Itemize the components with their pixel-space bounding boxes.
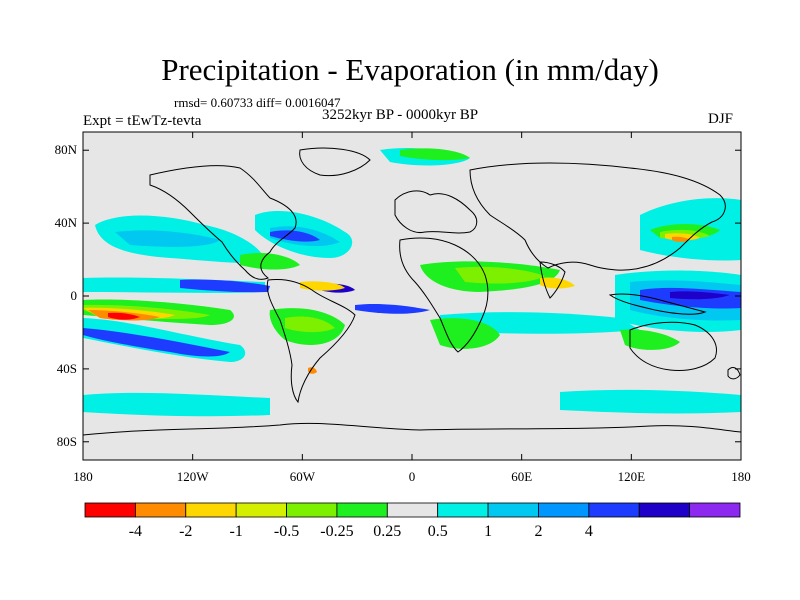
- colorbar-swatch: [487, 502, 539, 518]
- colorbar-swatch: [336, 502, 388, 518]
- colorbar-label: -2: [179, 523, 192, 540]
- x-tick-label: 180: [73, 469, 93, 484]
- experiment-label: Expt = tEwTz-tevta: [83, 113, 202, 129]
- colorbar-swatch: [538, 502, 590, 518]
- y-tick-label: 40N: [55, 215, 78, 230]
- season-label: DJF: [708, 111, 734, 127]
- field-africa-south-dry: [430, 318, 500, 349]
- colorbar-label: 0.25: [373, 523, 401, 540]
- period-subtitle: 3252kyr BP - 0000kyr BP: [322, 107, 479, 123]
- field-australia-dry: [620, 329, 680, 350]
- colorbar-swatch: [235, 502, 287, 518]
- colorbar-swatch: [386, 502, 439, 518]
- x-tick-label: 120W: [177, 469, 210, 484]
- field-southern-ocean-right: [560, 389, 741, 414]
- colorbar-label: -4: [129, 523, 142, 540]
- europe-coast: [394, 190, 478, 234]
- colorbar-swatch: [689, 502, 741, 518]
- x-tick-label: 0: [409, 469, 416, 484]
- field-south-atlantic-orange: [308, 367, 317, 374]
- australia-coast: [629, 321, 717, 371]
- field-north-america-dry: [240, 253, 300, 270]
- field-south-america-ygreen: [285, 316, 335, 333]
- india-coast: [539, 261, 566, 299]
- antarctica-coast: [83, 422, 741, 436]
- colorbar-label: -0.5: [274, 523, 299, 540]
- colorbar-swatch: [134, 502, 187, 518]
- colorbar-swatch: [185, 502, 237, 518]
- africa-coast: [399, 237, 489, 353]
- x-tick-label: 60E: [511, 469, 532, 484]
- field-sh-pacific-red: [108, 312, 140, 320]
- new-zealand-coast: [727, 367, 741, 380]
- field-equatorial-atlantic-yellow: [300, 281, 345, 291]
- indonesia-coast: [608, 293, 707, 315]
- y-tick-label: 0: [71, 288, 78, 303]
- colorbar-label: 2: [534, 523, 542, 540]
- y-tick-label: 80N: [55, 142, 78, 157]
- coastlines: [83, 147, 741, 436]
- colorbar-swatch: [437, 502, 489, 518]
- colorbar-swatch: [588, 502, 640, 518]
- x-tick-label: 180: [731, 469, 751, 484]
- greenland-coast: [299, 147, 371, 177]
- field-nw-pacific-orange: [672, 236, 690, 242]
- south-america-coast: [266, 279, 356, 404]
- x-tick-label: 60W: [290, 469, 316, 484]
- field-itcz-atlantic: [355, 303, 430, 314]
- field-africa-yellow: [540, 277, 575, 289]
- colorbar-swatch: [286, 502, 338, 518]
- field-north-hemisphere-high-lat: [400, 148, 470, 161]
- field-pacific-blue-core: [115, 230, 220, 247]
- north-america-coast: [149, 165, 297, 280]
- y-tick-label: 80S: [57, 434, 77, 449]
- map-axis-ticks: 180 120W 60W 0 60E 120E 180 80N 40N 0 40S 80S: [55, 132, 751, 484]
- colorbar-swatch: [638, 502, 691, 518]
- colorbar-swatch: [84, 502, 136, 518]
- asia-coast: [469, 162, 726, 271]
- precip-evap-field: [83, 147, 741, 417]
- colorbar-label: 0.5: [428, 523, 448, 540]
- colorbar-label: 4: [585, 523, 593, 540]
- field-southern-ocean-left: [83, 392, 270, 417]
- field-sh-convergence-zone: [83, 328, 230, 357]
- field-africa-ygreen: [455, 266, 545, 284]
- stats-subtitle: rmsd= 0.60733 diff= 0.0016047: [174, 95, 341, 110]
- chart-title: Precipitation - Evaporation (in mm/day): [161, 52, 659, 87]
- field-itcz-pacific: [180, 279, 270, 293]
- colorbar-label: 1: [484, 523, 492, 540]
- colorbar-label: -1: [229, 523, 242, 540]
- colorbar: -4 -2 -1 -0.5 -0.25 0.25 0.5 1 2 4: [84, 502, 741, 540]
- x-tick-label: 120E: [618, 469, 646, 484]
- field-wp-deep: [670, 291, 730, 300]
- y-tick-label: 40S: [57, 361, 77, 376]
- colorbar-label: -0.25: [320, 523, 353, 540]
